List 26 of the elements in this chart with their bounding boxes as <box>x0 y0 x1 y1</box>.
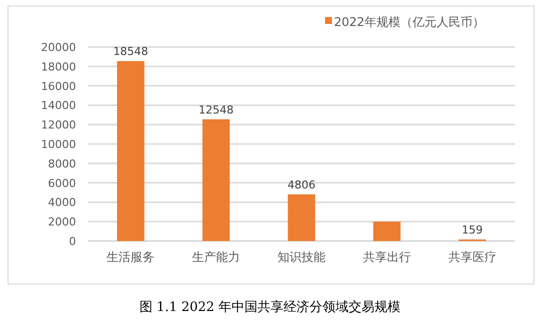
legend-label: 2022年规模（亿元人民币） <box>334 15 485 29</box>
bar <box>288 194 316 241</box>
y-tick-label: 6000 <box>48 176 76 190</box>
y-tick-label: 18000 <box>41 60 76 74</box>
x-tick-label: 生产能力 <box>192 250 240 264</box>
x-tick-label: 共享出行 <box>362 250 411 264</box>
bar <box>117 61 144 241</box>
x-tick-label: 生活服务 <box>106 250 155 264</box>
y-tick-label: 20000 <box>41 41 76 54</box>
y-tick-label: 2000 <box>48 216 76 229</box>
y-tick-label: 16000 <box>41 80 76 93</box>
y-tick-label: 12000 <box>41 118 76 132</box>
x-tick-label: 知识技能 <box>278 250 326 264</box>
caption: 图 1.1 2022 年中国共享经济分领域交易规模 <box>139 299 401 315</box>
data-label: 159 <box>462 223 483 236</box>
y-tick-label: 14000 <box>41 99 76 112</box>
data-label: 18548 <box>113 45 148 58</box>
y-tick-label: 4000 <box>48 196 76 210</box>
y-tick-label: 0 <box>69 235 76 248</box>
x-tick-label: 共享医疗 <box>448 250 496 264</box>
bar <box>373 222 401 241</box>
data-label: 12548 <box>198 103 234 116</box>
y-tick-label: 10000 <box>41 138 76 151</box>
bar <box>202 119 230 241</box>
data-label: 4806 <box>288 178 316 192</box>
y-tick-label: 8000 <box>48 157 76 170</box>
